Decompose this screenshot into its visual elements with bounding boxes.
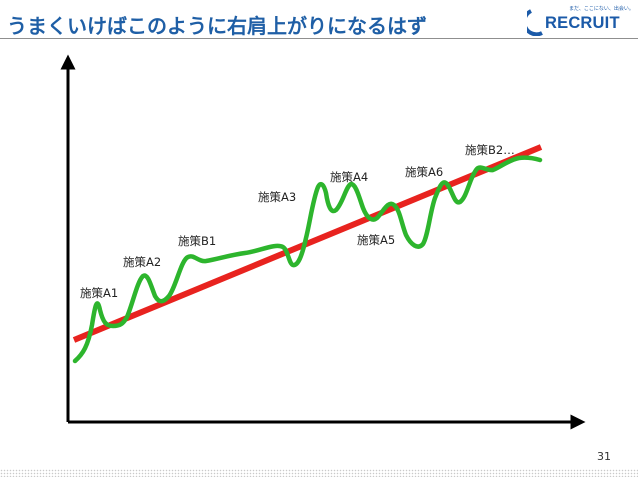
page-number: 31 [597,450,611,463]
recruit-logo-mark [527,9,543,36]
logo-tagline: まだ、ここにない、出会い。 [569,6,634,12]
label-a3: 施策A3 [258,190,296,204]
recruit-logo: まだ、ここにない、出会い。 RECRUIT [527,6,634,36]
label-b2: 施策B2… [465,143,515,157]
trend-line [72,144,543,343]
logo-name: RECRUIT [545,14,620,32]
label-a6: 施策A6 [405,165,443,179]
footer-dotted-bar [0,469,638,477]
label-a1: 施策A1 [80,286,118,300]
label-b1: 施策B1 [178,234,216,248]
label-a2: 施策A2 [123,255,161,269]
title-divider [0,38,638,39]
label-a4: 施策A4 [330,170,368,184]
actual-curve [72,155,543,364]
slide-title: うまくいけばこのように右肩上がりになるはず [7,14,427,38]
label-a5: 施策A5 [357,233,395,247]
